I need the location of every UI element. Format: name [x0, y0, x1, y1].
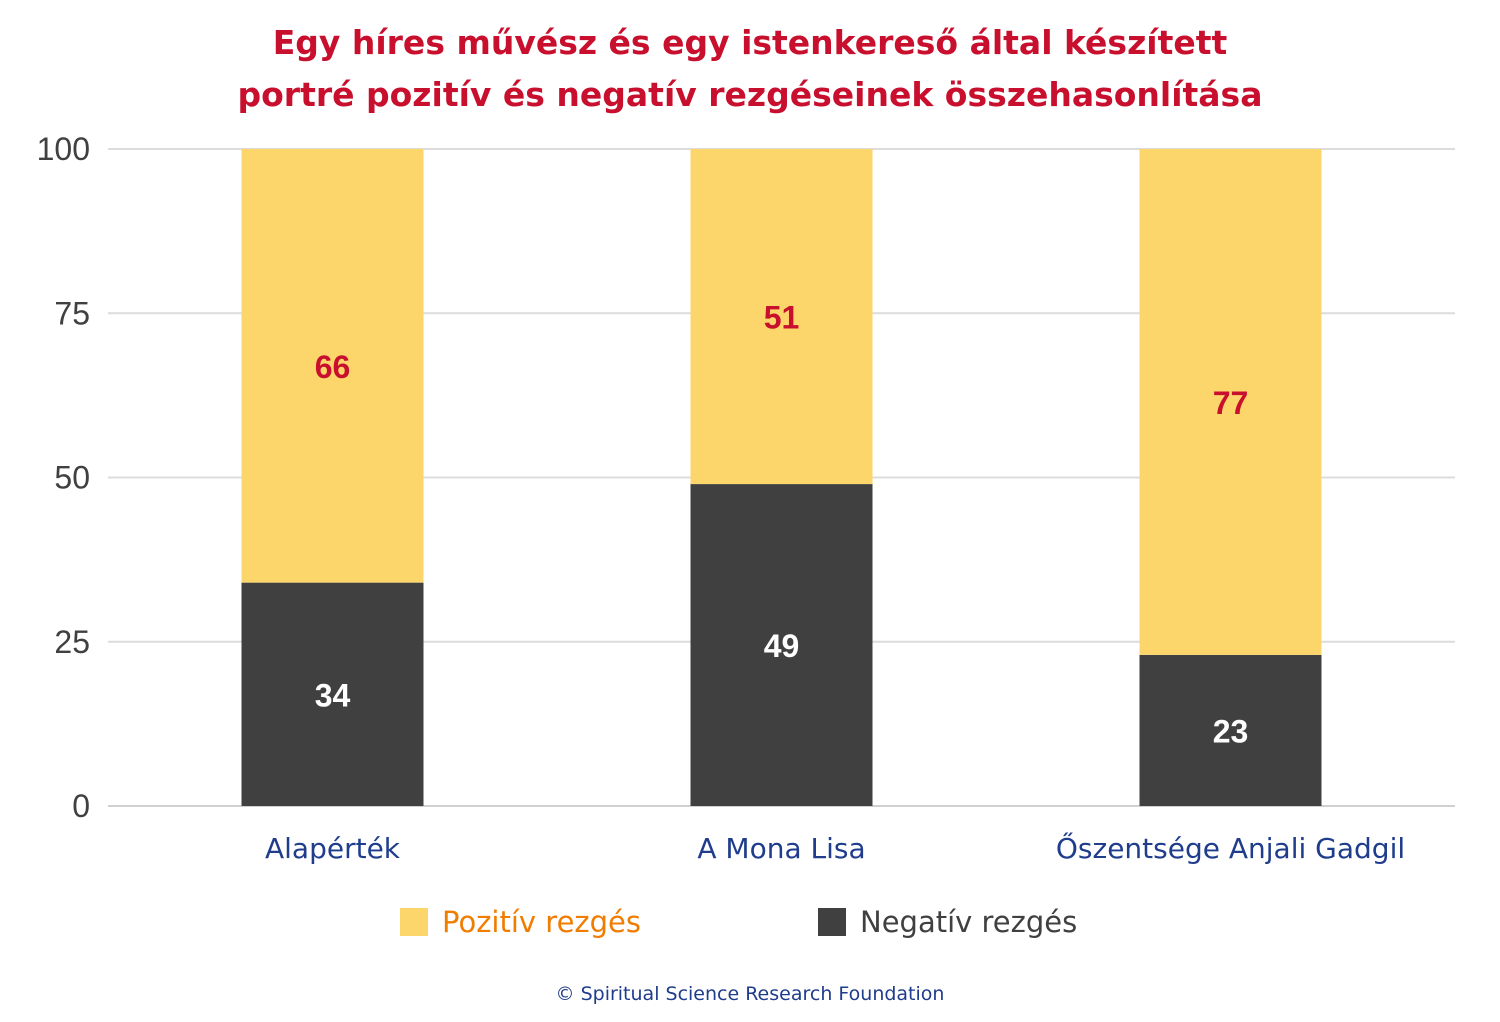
bar-negative	[1139, 654, 1322, 806]
copyright-notice: © Spiritual Science Research Foundation	[555, 983, 945, 1005]
bar-positive	[690, 149, 873, 485]
data-label-negative: 23	[1213, 713, 1249, 749]
bar-negative	[241, 582, 424, 806]
bar-positive	[241, 149, 424, 583]
legend-label-negative: Negatív rezgés	[860, 905, 1078, 939]
legend-item-negative: Negatív rezgés	[818, 905, 1077, 939]
x-category-label: Alapérték	[265, 832, 401, 865]
data-label-negative: 49	[764, 628, 800, 664]
chart-title-line-1: Egy híres művész és egy istenkereső álta…	[272, 23, 1228, 62]
bar-negative	[690, 484, 873, 806]
bar-positive	[1139, 149, 1322, 655]
bars: 34 66 49 51 23 77	[241, 149, 1322, 806]
y-tick-label: 0	[72, 788, 90, 824]
chart-title-line-2: portré pozitív és negatív rezgéseinek ös…	[237, 75, 1263, 114]
x-axis-labels: Alapérték A Mona Lisa Őszentsége Anjali Ga…	[265, 831, 1405, 865]
data-label-positive: 51	[764, 300, 800, 336]
y-tick-label: 100	[37, 131, 90, 167]
legend-swatch-positive	[400, 908, 428, 936]
y-axis-ticks: 0 25 50 75 100	[37, 131, 90, 824]
y-tick-label: 25	[54, 624, 90, 660]
legend-label-positive: Pozitív rezgés	[442, 905, 641, 939]
y-tick-label: 75	[54, 295, 90, 331]
legend-item-positive: Pozitív rezgés	[400, 905, 641, 939]
y-tick-label: 50	[54, 460, 90, 496]
data-label-positive: 66	[315, 349, 351, 385]
x-category-label: Őszentsége Anjali Gadgil	[1056, 831, 1405, 865]
data-label-negative: 34	[315, 677, 351, 713]
x-category-label: A Mona Lisa	[697, 832, 865, 865]
legend-swatch-negative	[818, 908, 846, 936]
data-label-positive: 77	[1213, 385, 1249, 421]
